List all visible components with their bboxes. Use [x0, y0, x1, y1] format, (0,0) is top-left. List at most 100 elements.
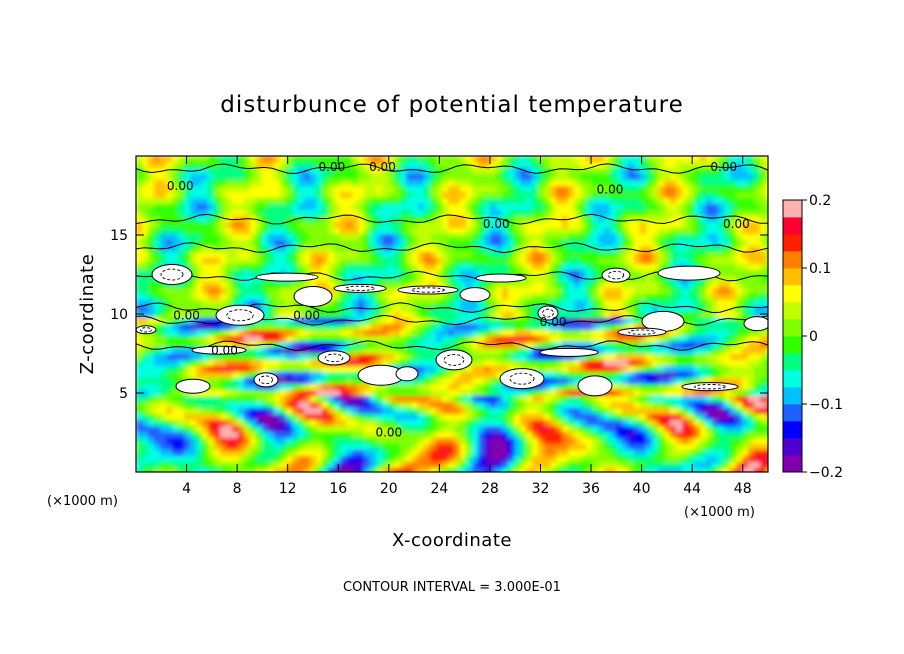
heatmap-cell	[706, 222, 713, 229]
heatmap-cell	[640, 270, 647, 277]
heatmap-cell	[466, 330, 473, 337]
heatmap-cell	[298, 432, 305, 439]
heatmap-cell	[472, 414, 479, 421]
heatmap-cell	[280, 294, 287, 301]
heatmap-cell	[304, 396, 311, 403]
heatmap-cell	[670, 366, 677, 373]
heatmap-cell	[610, 252, 617, 259]
heatmap-cell	[214, 336, 221, 343]
heatmap-cell	[460, 306, 467, 313]
heatmap-cell	[676, 378, 683, 385]
heatmap-cell	[388, 288, 395, 295]
heatmap-cell	[466, 372, 473, 379]
heatmap-cell	[454, 330, 461, 337]
heatmap-cell	[514, 282, 521, 289]
heatmap-cell	[310, 354, 317, 361]
heatmap-cell	[226, 180, 233, 187]
heatmap-cell	[526, 264, 533, 271]
heatmap-cell	[268, 354, 275, 361]
heatmap-cell	[682, 348, 689, 355]
heatmap-cell	[340, 174, 347, 181]
heatmap-cell	[760, 288, 767, 295]
heatmap-cell	[322, 240, 329, 247]
heatmap-cell	[676, 372, 683, 379]
heatmap-cell	[550, 234, 557, 241]
heatmap-cell	[280, 378, 287, 385]
heatmap-cell	[364, 336, 371, 343]
heatmap-cell	[472, 396, 479, 403]
heatmap-cell	[646, 216, 653, 223]
heatmap-cell	[274, 282, 281, 289]
heatmap-cell	[196, 426, 203, 433]
heatmap-cell	[148, 168, 155, 175]
heatmap-cell	[742, 342, 749, 349]
heatmap-cell	[682, 186, 689, 193]
heatmap-cell	[430, 426, 437, 433]
heatmap-cell	[724, 390, 731, 397]
heatmap-cell	[202, 402, 209, 409]
heatmap-cell	[502, 342, 509, 349]
heatmap-cell	[448, 228, 455, 235]
heatmap-cell	[304, 162, 311, 169]
heatmap-cell	[346, 402, 353, 409]
heatmap-cell	[544, 414, 551, 421]
heatmap-cell	[268, 282, 275, 289]
heatmap-cell	[430, 360, 437, 367]
heatmap-cell	[664, 180, 671, 187]
heatmap-cell	[460, 228, 467, 235]
heatmap-cell	[754, 336, 761, 343]
heatmap-cell	[160, 156, 167, 163]
heatmap-cell	[712, 420, 719, 427]
heatmap-cell	[514, 420, 521, 427]
heatmap-cell	[520, 180, 527, 187]
heatmap-cell	[430, 210, 437, 217]
heatmap-cell	[136, 300, 143, 307]
heatmap-cell	[214, 384, 221, 391]
heatmap-cell	[562, 264, 569, 271]
heatmap-cell	[172, 390, 179, 397]
heatmap-cell	[700, 306, 707, 313]
heatmap-cell	[388, 186, 395, 193]
heatmap-cell	[286, 378, 293, 385]
heatmap-cell	[550, 420, 557, 427]
heatmap-cell	[172, 294, 179, 301]
heatmap-cell	[532, 234, 539, 241]
heatmap-cell	[460, 432, 467, 439]
heatmap-cell	[568, 330, 575, 337]
heatmap-cell	[202, 156, 209, 163]
heatmap-cell	[214, 330, 221, 337]
heatmap-cell	[520, 168, 527, 175]
heatmap-cell	[622, 396, 629, 403]
heatmap-cell	[256, 396, 263, 403]
heatmap-cell	[448, 210, 455, 217]
heatmap-cell	[520, 216, 527, 223]
heatmap-cell	[184, 354, 191, 361]
heatmap-cell	[568, 270, 575, 277]
heatmap-cell	[550, 330, 557, 337]
heatmap-cell	[406, 426, 413, 433]
heatmap-cell	[742, 240, 749, 247]
heatmap-cell	[376, 198, 383, 205]
heatmap-cell	[664, 348, 671, 355]
heatmap-cell	[262, 168, 269, 175]
heatmap-cell	[352, 366, 359, 373]
heatmap-cell	[442, 264, 449, 271]
heatmap-cell	[394, 396, 401, 403]
heatmap-cell	[682, 318, 689, 325]
heatmap-cell	[514, 294, 521, 301]
heatmap-cell	[262, 342, 269, 349]
heatmap-cell	[424, 186, 431, 193]
heatmap-cell	[646, 396, 653, 403]
heatmap-cell	[298, 204, 305, 211]
heatmap-cell	[442, 414, 449, 421]
heatmap-cell	[754, 378, 761, 385]
heatmap-cell	[724, 294, 731, 301]
heatmap-cell	[274, 186, 281, 193]
heatmap-cell	[496, 372, 503, 379]
heatmap-cell	[634, 192, 641, 199]
heatmap-cell	[496, 414, 503, 421]
heatmap-cell	[280, 210, 287, 217]
heatmap-cell	[340, 324, 347, 331]
heatmap-cell	[202, 186, 209, 193]
heatmap-cell	[514, 216, 521, 223]
